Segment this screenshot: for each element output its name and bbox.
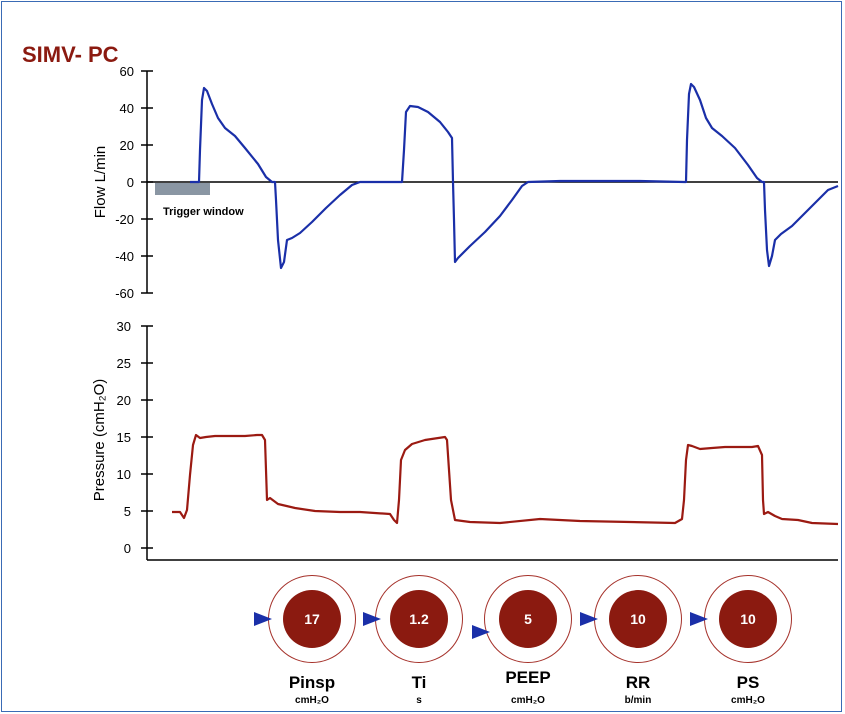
flow-tick-40: 40 [120, 101, 134, 116]
knob-ring-ti: 1.2 [375, 575, 463, 663]
ti-unit: s [416, 695, 422, 706]
flow-tick-0: 0 [127, 175, 134, 190]
ps-unit: cmH₂O [731, 695, 765, 706]
flow-waveform [190, 82, 839, 270]
flow-ticks [141, 70, 153, 294]
rr-label: RR [625, 673, 651, 692]
ti-arrow-icon [363, 612, 381, 626]
ps-value: 10 [719, 590, 777, 648]
peep-value: 5 [499, 590, 557, 648]
flow-axis-label: Flow L/min [92, 146, 109, 219]
knob-ring-ps: 10 [704, 575, 792, 663]
pressure-tick-20: 20 [117, 393, 131, 408]
rr-arrow-icon [580, 612, 598, 626]
knob-ring-rr: 10 [594, 575, 682, 663]
peep-label: PEEP [505, 668, 551, 687]
ti-value: 1.2 [390, 590, 448, 648]
pressure-tick-5: 5 [124, 504, 131, 519]
flow-tick-neg20: -20 [115, 212, 134, 227]
pressure-waveform [172, 433, 839, 526]
rr-value: 10 [609, 590, 667, 648]
pinsp-unit: cmH₂O [295, 695, 329, 706]
knob-ring-peep: 5 [484, 575, 572, 663]
pinsp-arrow-icon [254, 612, 272, 626]
trigger-window-label: Trigger window [163, 206, 244, 218]
ps-arrow-icon [690, 612, 708, 626]
ti-label: Ti [411, 673, 427, 692]
pinsp-label: Pinsp [288, 673, 336, 692]
pinsp-value: 17 [283, 590, 341, 648]
pressure-axis-label: Pressure (cmH₂O) [91, 379, 108, 502]
peep-arrow-icon [472, 625, 490, 639]
pressure-tick-15: 15 [117, 430, 131, 445]
flow-tick-neg60: -60 [115, 286, 134, 301]
mode-title: SIMV- PC [22, 42, 119, 67]
pressure-tick-0: 0 [124, 541, 131, 556]
rr-unit: b/min [624, 695, 652, 706]
pressure-tick-30: 30 [117, 319, 131, 334]
knob-ring-pinsp: 17 [268, 575, 356, 663]
flow-tick-20: 20 [120, 138, 134, 153]
pressure-tick-25: 25 [117, 356, 131, 371]
flow-tick-neg40: -40 [115, 249, 134, 264]
trigger-window [155, 183, 210, 195]
peep-unit: cmH₂O [511, 695, 545, 706]
pressure-ticks [141, 325, 153, 549]
flow-tick-60: 60 [120, 64, 134, 79]
ps-label: PS [736, 673, 760, 692]
pressure-tick-10: 10 [117, 467, 131, 482]
